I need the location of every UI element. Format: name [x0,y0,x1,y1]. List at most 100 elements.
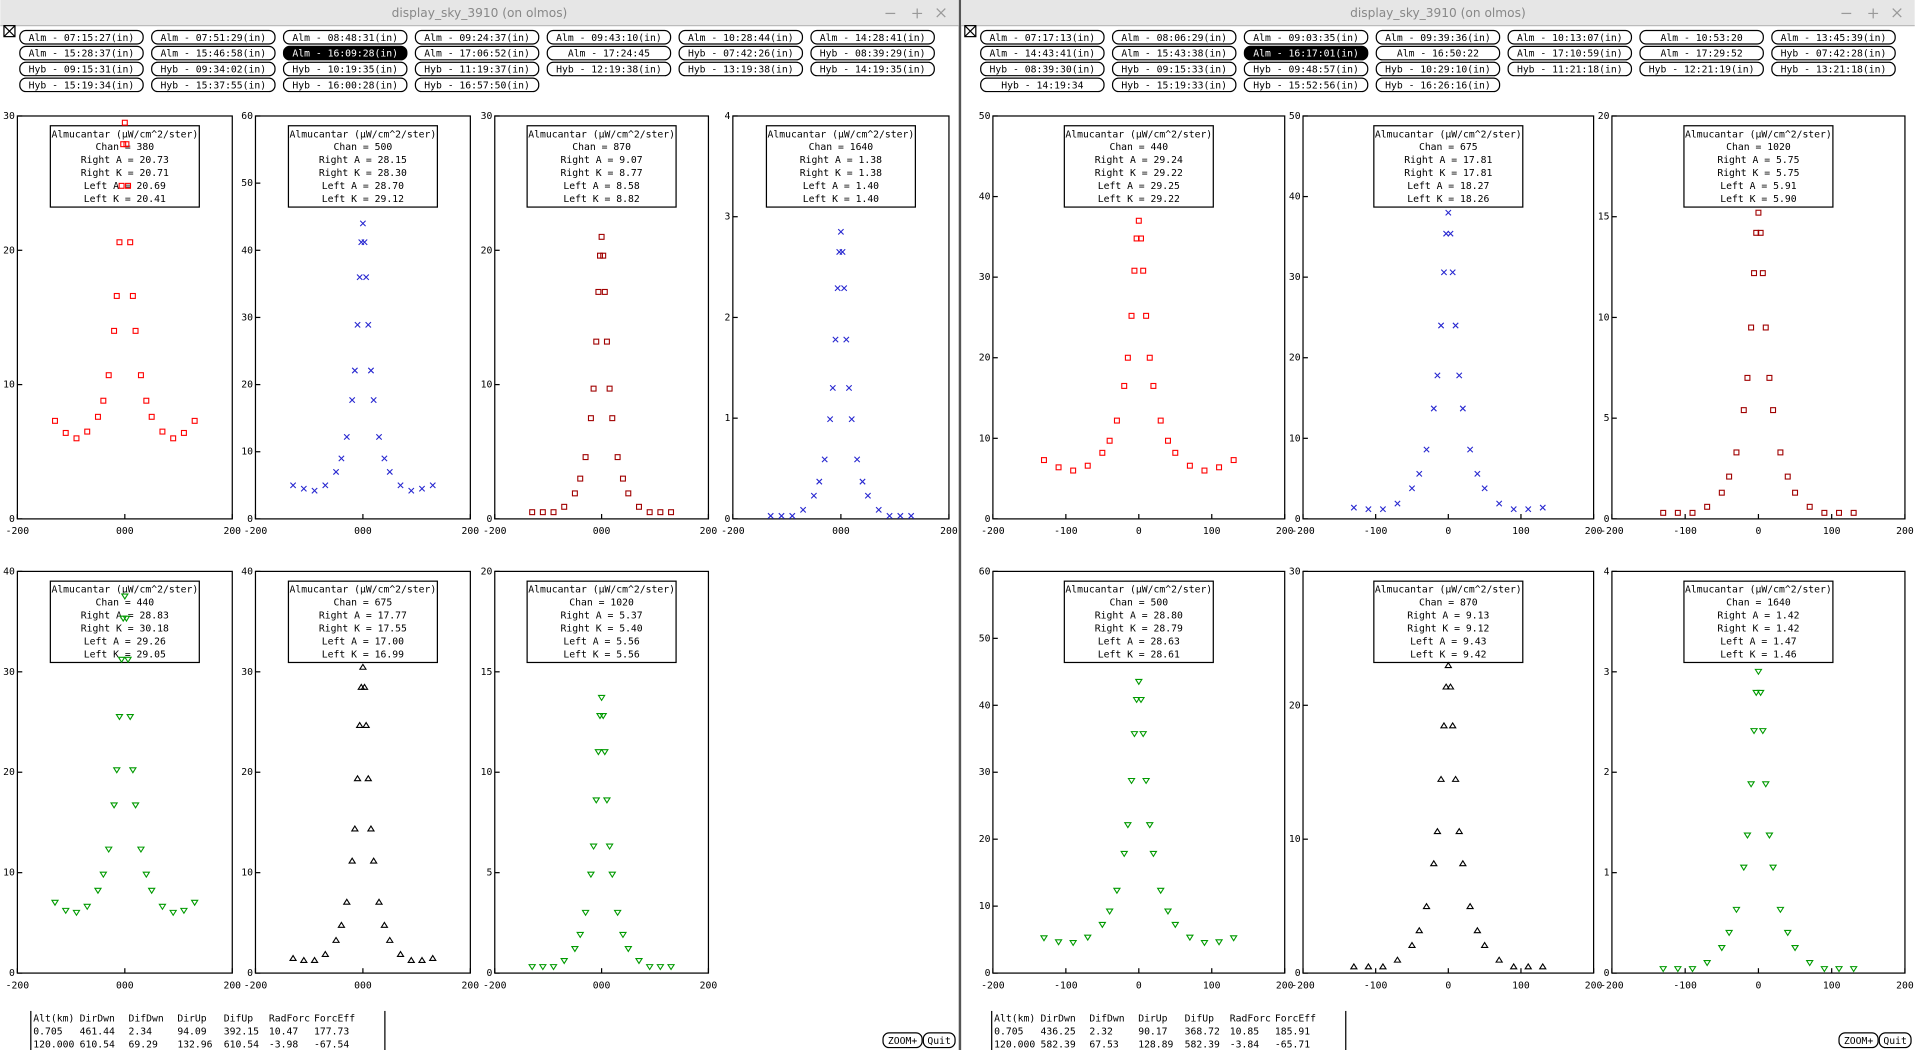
time-button-label[interactable]: Hyb - 07:42:28(in) [1781,49,1887,60]
time-button[interactable] [1375,45,1501,61]
time-button-label[interactable]: Hyb - 10:19:35(in) [292,65,398,76]
time-button[interactable] [1243,61,1369,77]
time-button-label[interactable]: Alm - 07:17:13(in) [990,33,1096,44]
time-button-label[interactable]: Alm - 09:24:37(in) [424,33,530,44]
time-button-label[interactable]: Alm - 10:28:44(in) [688,33,794,44]
time-button-label[interactable]: Alm - 08:06:29(in) [1121,33,1227,44]
time-button[interactable] [1507,61,1633,77]
time-button-label[interactable]: Alm - 09:03:35(in) [1253,33,1359,44]
time-button[interactable] [19,77,144,93]
time-button[interactable] [151,45,276,61]
time-button[interactable] [1243,45,1369,61]
time-button[interactable] [1639,29,1764,45]
maximize-icon[interactable] [1868,8,1879,19]
time-button[interactable] [1771,61,1896,77]
time-button-label[interactable]: Alm - 09:43:10(in) [556,33,662,44]
time-button[interactable] [546,61,672,77]
time-button[interactable] [980,29,1105,45]
time-button[interactable] [810,45,935,61]
time-button-label[interactable]: Hyb - 07:42:26(in) [688,49,794,60]
time-button-label[interactable]: Hyb - 16:26:16(in) [1385,80,1491,91]
quit-button-label[interactable]: Quit [1883,1036,1906,1047]
time-button[interactable] [414,45,540,61]
zoom-button[interactable] [1838,1032,1879,1049]
time-button-label[interactable]: Hyb - 12:21:19(in) [1649,65,1755,76]
time-button-label[interactable]: Alm - 17:06:52(in) [424,49,530,60]
time-button[interactable] [151,61,276,77]
time-button-label[interactable]: Alm - 17:29:52 [1661,49,1743,60]
time-button-label[interactable]: Alm - 15:46:58(in) [161,49,267,60]
time-button-label[interactable]: Hyb - 09:15:33(in) [1121,65,1227,76]
time-button-label[interactable]: Hyb - 14:19:35(in) [820,65,926,76]
time-button[interactable] [980,45,1105,61]
time-button[interactable] [546,45,672,61]
time-button-label[interactable]: Alm - 07:15:27(in) [29,33,135,44]
time-button-label[interactable]: Hyb - 13:21:18(in) [1781,65,1887,76]
time-button[interactable] [980,77,1105,93]
time-button[interactable] [151,29,276,45]
time-button[interactable] [282,77,408,93]
time-button-label[interactable]: Hyb - 15:37:55(in) [161,80,267,91]
time-button-label[interactable]: Alm - 17:24:45 [568,49,650,60]
time-button[interactable] [980,61,1105,77]
time-button-label[interactable]: Hyb - 15:19:34(in) [29,80,135,91]
time-button[interactable] [282,61,408,77]
time-button[interactable] [1507,29,1633,45]
time-button-label[interactable]: Hyb - 09:34:02(in) [161,65,267,76]
maximize-icon[interactable] [912,8,923,19]
time-button-label[interactable]: Alm - 10:13:07(in) [1517,33,1623,44]
time-button-label[interactable]: Hyb - 12:19:38(in) [556,65,662,76]
time-button-label[interactable]: Hyb - 08:39:30(in) [990,65,1096,76]
time-button-label[interactable]: Alm - 14:28:41(in) [820,33,926,44]
time-button[interactable] [1243,29,1369,45]
time-button[interactable] [678,29,804,45]
time-button-label[interactable]: Alm - 16:50:22 [1397,49,1479,60]
time-button[interactable] [1375,61,1501,77]
time-button-label[interactable]: Hyb - 08:39:29(in) [820,49,926,60]
time-button-label[interactable]: Hyb - 09:15:31(in) [29,65,135,76]
time-button[interactable] [1771,45,1896,61]
time-button[interactable] [1111,45,1237,61]
time-button[interactable] [414,61,540,77]
time-button[interactable] [1111,61,1237,77]
time-button[interactable] [678,61,804,77]
time-button-label[interactable]: Hyb - 11:19:37(in) [424,65,530,76]
time-button-label[interactable]: Alm - 09:39:36(in) [1385,33,1491,44]
time-button[interactable] [1507,45,1633,61]
quit-button-label[interactable]: Quit [927,1036,950,1047]
time-button-label[interactable]: Hyb - 15:19:33(in) [1121,80,1227,91]
time-button-label[interactable]: Alm - 14:43:41(in) [990,49,1096,60]
time-button[interactable] [282,45,408,61]
time-button-label[interactable]: Alm - 08:48:31(in) [292,33,398,44]
time-button[interactable] [810,61,935,77]
time-button[interactable] [1771,29,1896,45]
time-button-label[interactable]: Hyb - 10:29:10(in) [1385,65,1491,76]
time-button[interactable] [414,29,540,45]
time-button-label[interactable]: Hyb - 11:21:18(in) [1517,65,1623,76]
time-button-label[interactable]: Alm - 15:43:38(in) [1121,49,1227,60]
quit-button[interactable] [922,1032,956,1049]
zoom-button[interactable] [882,1032,923,1049]
zoom-button-label[interactable]: ZOOM+ [1844,1036,1873,1047]
time-button[interactable] [1111,77,1237,93]
time-button[interactable] [282,29,408,45]
time-button[interactable] [1639,61,1764,77]
time-button[interactable] [414,77,540,93]
time-button-label[interactable]: Alm - 13:45:39(in) [1781,33,1887,44]
time-button[interactable] [19,29,144,45]
time-button-label[interactable]: Alm - 10:53:20 [1661,33,1743,44]
time-button-label[interactable]: Alm - 15:28:37(in) [29,49,135,60]
time-button-label[interactable]: Alm - 17:10:59(in) [1517,49,1623,60]
time-button[interactable] [19,45,144,61]
time-button-label[interactable]: Alm - 16:17:01(in) [1253,49,1359,60]
time-button-label[interactable]: Hyb - 15:52:56(in) [1253,80,1359,91]
time-button[interactable] [546,29,672,45]
time-button-label[interactable]: Hyb - 16:00:28(in) [292,80,398,91]
time-button-label[interactable]: Hyb - 09:48:57(in) [1253,65,1359,76]
time-button[interactable] [678,45,804,61]
close-icon[interactable] [1892,8,1902,18]
time-button-label[interactable]: Hyb - 14:19:34 [1001,80,1083,91]
close-icon[interactable] [936,8,946,18]
time-button[interactable] [1375,77,1501,93]
zoom-button-label[interactable]: ZOOM+ [888,1036,917,1047]
